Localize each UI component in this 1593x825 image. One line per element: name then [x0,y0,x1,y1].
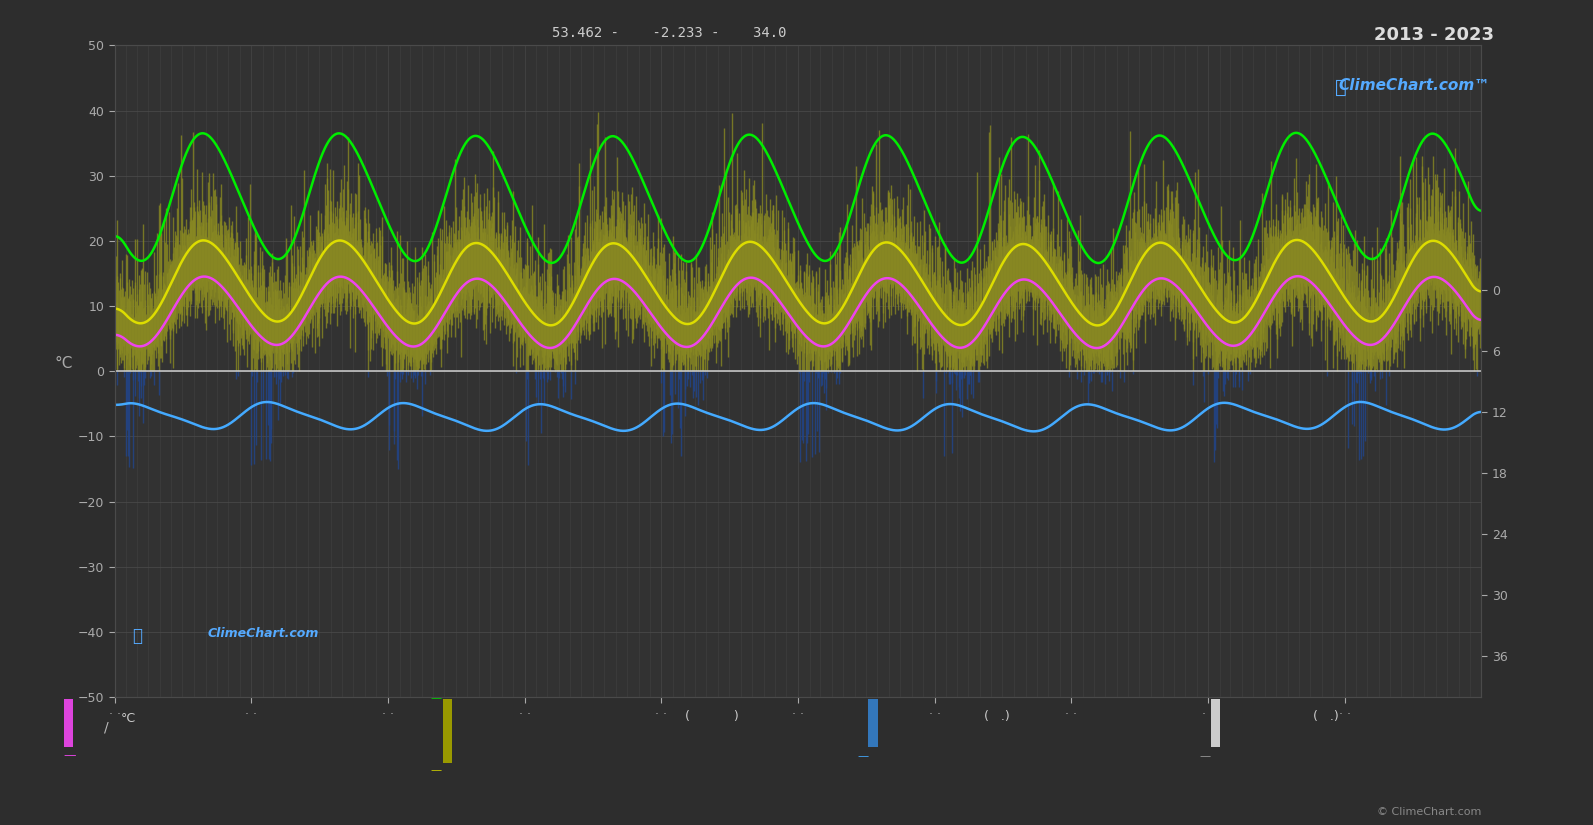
Text: °C: °C [121,712,135,725]
Text: © ClimeChart.com: © ClimeChart.com [1376,807,1481,817]
Text: —: — [430,765,441,775]
Text: 🌐: 🌐 [1335,78,1346,97]
Text: /: / [104,721,108,735]
Text: —: — [430,693,441,703]
Text: —: — [1200,751,1211,761]
Text: 🌐: 🌐 [132,627,142,645]
Text: ClimeChart.com: ClimeChart.com [207,627,319,640]
Text: 53.462 -    -2.233 -    34.0: 53.462 - -2.233 - 34.0 [551,26,787,40]
Text: ClimeChart.com™: ClimeChart.com™ [1338,78,1489,93]
Text: —: — [857,751,868,761]
Text: (   .): ( .) [1313,710,1338,724]
Text: —: — [64,749,76,762]
Text: (           ): ( ) [685,710,739,724]
Y-axis label: °C: °C [54,356,73,371]
Text: (   .): ( .) [984,710,1010,724]
Text: 2013 - 2023: 2013 - 2023 [1375,26,1494,45]
